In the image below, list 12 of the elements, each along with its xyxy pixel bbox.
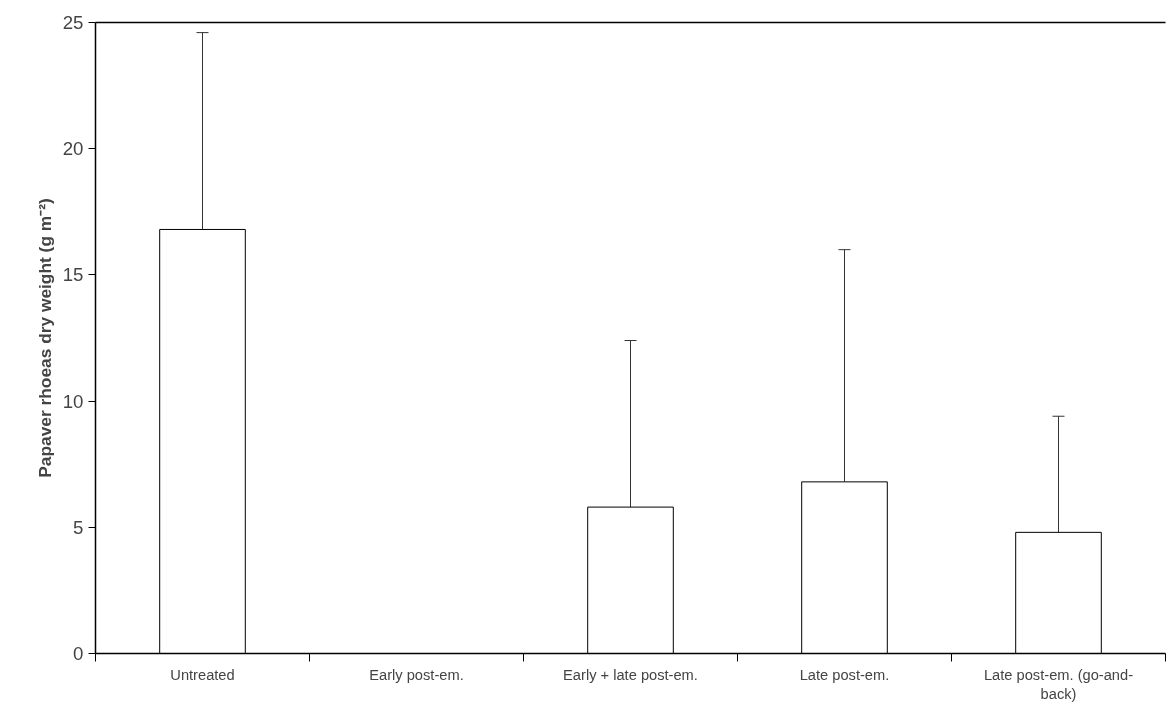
y-tick-label: 20 bbox=[62, 138, 84, 160]
y-tick-label: 10 bbox=[62, 390, 84, 412]
y-tick-label: 15 bbox=[62, 264, 84, 286]
y-tick-label: 0 bbox=[73, 643, 84, 664]
x-tick-label: Early + late post-em. bbox=[563, 666, 698, 683]
y-axis-title: Papaver rhoeas dry weight (g m⁻²) bbox=[34, 198, 55, 478]
x-tick-label: Untreated bbox=[170, 666, 235, 683]
y-tick-label: 5 bbox=[73, 516, 84, 538]
y-tick-label: 25 bbox=[62, 12, 84, 33]
x-tick-label: Late post-em. (go-and-back) bbox=[983, 666, 1134, 702]
x-tick-label: Early post-em. bbox=[369, 666, 464, 683]
x-tick-label: Late post-em. bbox=[799, 666, 890, 683]
